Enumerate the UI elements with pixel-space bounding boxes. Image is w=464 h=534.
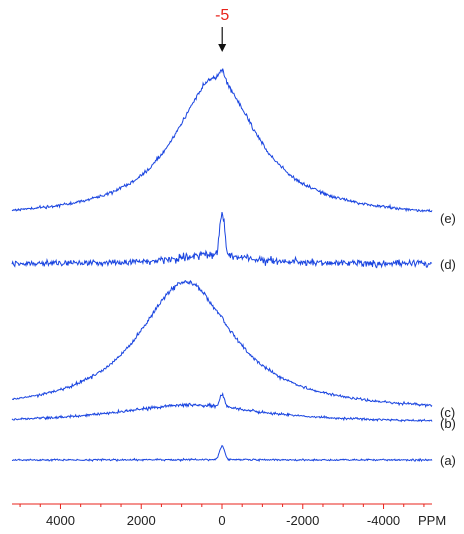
spectrum-label-c: (c) <box>440 405 455 420</box>
spectrum-line-d <box>11 211 433 269</box>
spectrum-line-c <box>12 279 433 408</box>
peak-arrow-head <box>218 44 227 52</box>
peak-annotation-label: -5 <box>215 7 229 24</box>
spectrum-line-b <box>11 391 433 423</box>
x-tick-label: 2000 <box>127 513 156 528</box>
spectrum-line-a <box>11 444 433 463</box>
x-tick-label: -2000 <box>286 513 319 528</box>
x-tick-label: -4000 <box>367 513 400 528</box>
spectrum-label-d: (d) <box>440 257 456 272</box>
spectrum-label-e: (e) <box>440 211 456 226</box>
spectrum-label-a: (a) <box>440 453 456 468</box>
x-axis-label: PPM <box>418 513 446 528</box>
x-tick-label: 4000 <box>46 513 75 528</box>
spectrum-line-e <box>11 68 433 213</box>
peak-annotation: -5 <box>215 7 229 52</box>
x-tick-label: 0 <box>218 513 225 528</box>
spectra-group <box>11 68 433 463</box>
spectrum-label-b: (b) <box>440 416 456 431</box>
spectrum-labels: (a) (b)(c) (d) (e) <box>440 211 456 468</box>
x-axis: 4000 2000 0 -2000 -4000 PPM <box>12 503 446 528</box>
